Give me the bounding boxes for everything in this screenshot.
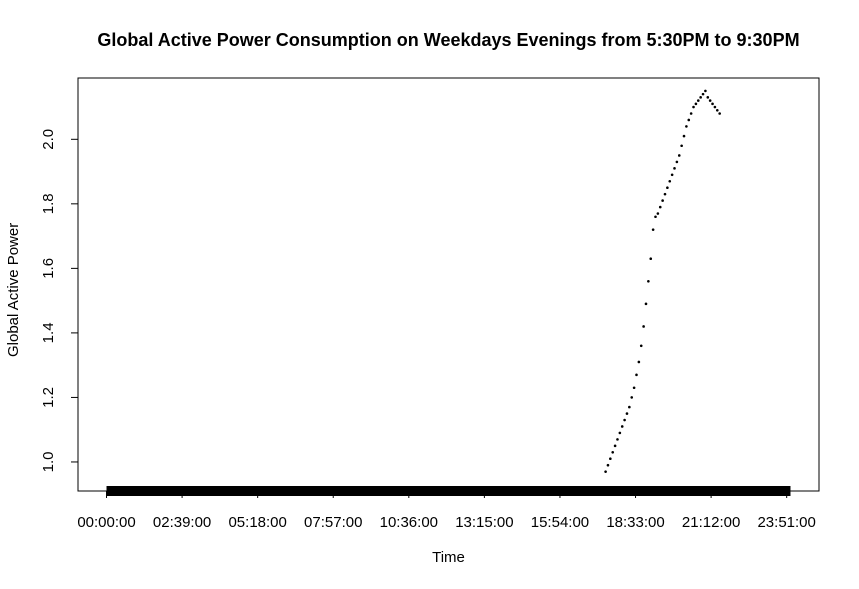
data-point xyxy=(642,325,645,328)
data-point xyxy=(663,192,667,196)
data-point xyxy=(637,360,641,364)
x-tick-label: 00:00:00 xyxy=(77,514,135,531)
data-point xyxy=(675,160,679,164)
data-point xyxy=(651,228,655,231)
data-point xyxy=(661,199,664,202)
data-point xyxy=(704,89,707,93)
y-tick-label: 1.4 xyxy=(40,322,57,343)
data-point xyxy=(620,425,624,428)
data-point xyxy=(635,373,638,377)
x-tick-label: 21:12:00 xyxy=(682,514,740,531)
data-point xyxy=(713,105,717,109)
data-point xyxy=(647,279,650,283)
data-point xyxy=(689,112,693,115)
data-point xyxy=(613,444,617,448)
data-point xyxy=(694,102,698,106)
data-point xyxy=(644,302,648,306)
data-point xyxy=(658,205,662,209)
data-point xyxy=(708,99,712,102)
data-point xyxy=(654,215,657,219)
data-point xyxy=(687,118,691,122)
data-point xyxy=(696,99,700,102)
x-tick-label: 10:36:00 xyxy=(380,514,438,531)
data-point xyxy=(656,212,660,215)
chart-title: Global Active Power Consumption on Weekd… xyxy=(97,30,800,50)
data-point xyxy=(680,144,683,148)
data-point xyxy=(715,108,719,112)
data-point xyxy=(632,386,636,390)
y-tick-label: 1.8 xyxy=(40,193,57,214)
x-tick-label: 05:18:00 xyxy=(228,514,286,531)
data-point xyxy=(673,167,676,170)
data-points xyxy=(604,89,721,473)
data-point xyxy=(685,125,688,128)
data-point xyxy=(606,463,610,467)
data-point xyxy=(666,186,669,190)
data-point xyxy=(604,470,607,473)
data-point xyxy=(623,418,626,422)
data-point xyxy=(628,405,631,409)
data-point xyxy=(692,105,695,109)
data-point xyxy=(611,450,615,454)
data-point xyxy=(706,96,710,99)
data-point xyxy=(670,173,674,177)
y-axis: 1.0 1.2 1.4 1.6 1.8 2.0 xyxy=(40,129,78,473)
y-axis-label: Global Active Power xyxy=(5,222,22,357)
data-point xyxy=(639,344,643,348)
x-tick-label: 13:15:00 xyxy=(455,514,513,531)
x-axis: 00:00:00 02:39:00 05:18:00 07:57:00 10:36:00… xyxy=(77,491,816,531)
data-point xyxy=(609,457,612,461)
x-tick-label: 15:54:00 xyxy=(531,514,589,531)
data-point xyxy=(677,154,681,157)
data-point xyxy=(718,112,721,115)
plot-frame xyxy=(77,77,820,492)
data-point xyxy=(625,412,629,415)
x-tick-label: 18:33:00 xyxy=(606,514,664,531)
data-point xyxy=(649,257,653,260)
y-tick-label: 1.2 xyxy=(40,387,57,408)
y-tick-label: 2.0 xyxy=(40,129,57,150)
data-point xyxy=(701,92,705,96)
x-axis-label: Time xyxy=(432,549,465,566)
x-tick-label: 07:57:00 xyxy=(304,514,362,531)
data-point xyxy=(618,431,622,435)
y-tick-label: 1.6 xyxy=(40,258,57,279)
data-point xyxy=(682,134,686,138)
data-point xyxy=(668,179,672,183)
data-point xyxy=(699,96,702,99)
data-point xyxy=(711,102,714,106)
data-point xyxy=(630,396,634,399)
y-tick-label: 1.0 xyxy=(40,452,57,473)
x-tick-label: 02:39:00 xyxy=(153,514,211,531)
data-point xyxy=(616,438,619,441)
x-tick-label: 23:51:00 xyxy=(757,514,815,531)
